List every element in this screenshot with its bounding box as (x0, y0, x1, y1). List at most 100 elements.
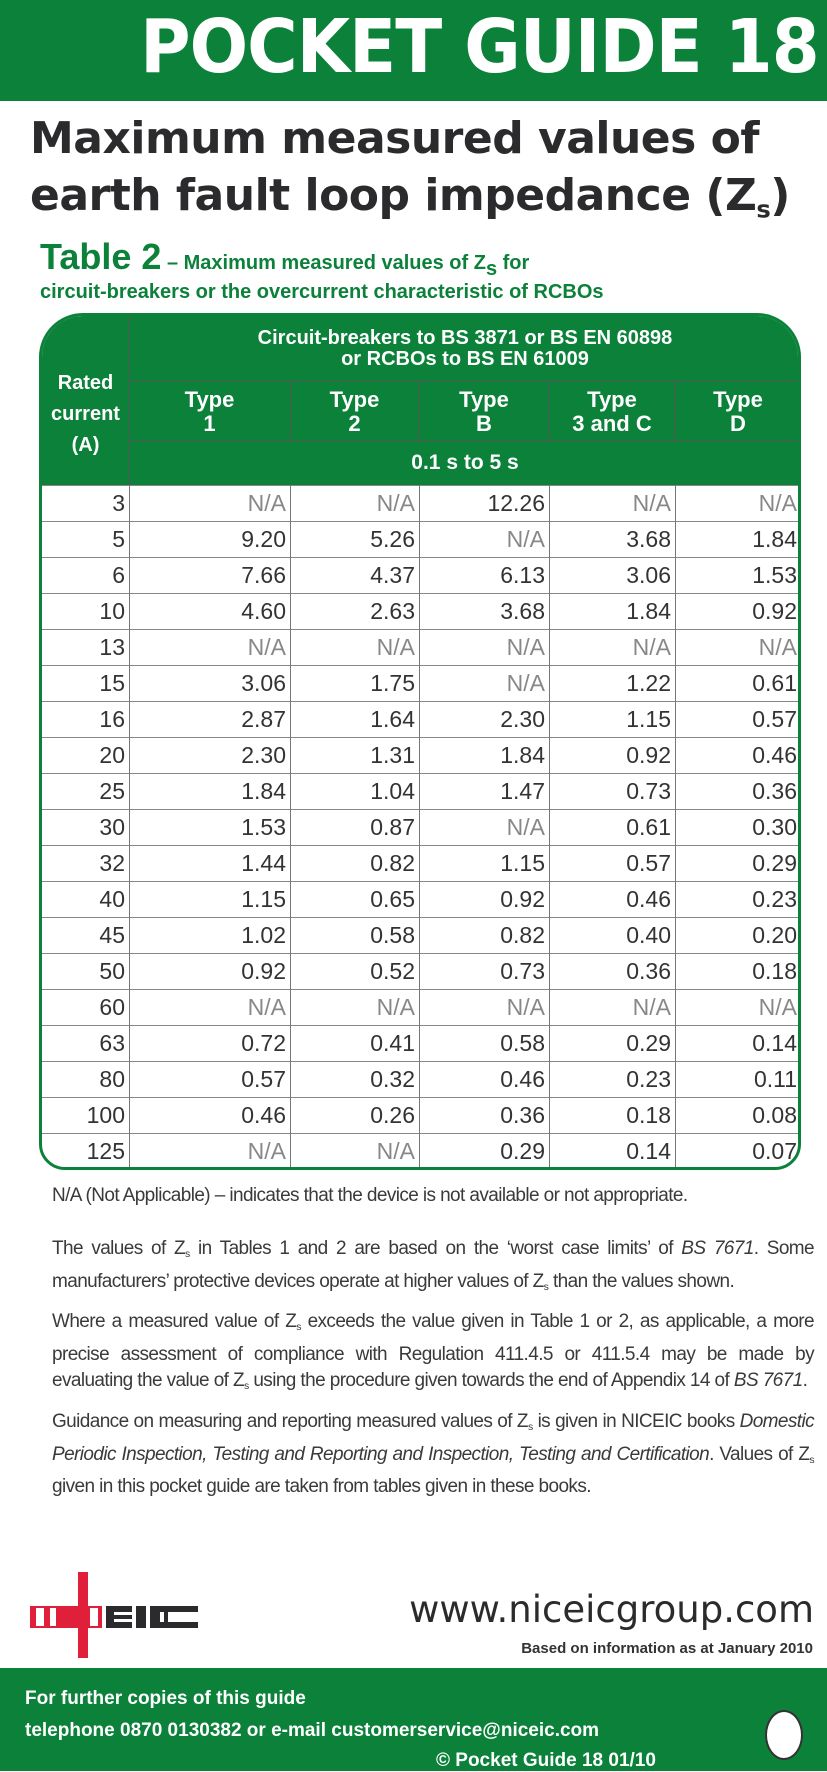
zs-value-cell: N/A (758, 490, 797, 516)
zs-value-cell: 0.87 (370, 814, 415, 840)
rated-current-cell: 50 (99, 958, 125, 984)
zs-value-cell: 2.30 (241, 742, 286, 768)
rated-current-cell: 80 (99, 1066, 125, 1092)
zs-value-cell: 7.66 (241, 562, 286, 588)
subscript: s (756, 195, 771, 224)
zs-value-cell: 2.87 (241, 706, 286, 732)
zs-value-cell: 5.26 (370, 526, 415, 552)
guide-title: POCKET GUIDE 18 (140, 4, 820, 90)
footer-band: For further copies of this guide telepho… (0, 1668, 827, 1771)
paragraph-text: The values of Z (52, 1238, 186, 1259)
note-paragraph: Where a measured value of Zs exceeds the… (52, 1309, 815, 1401)
type-header: Type D (675, 382, 798, 441)
rated-current-cell: 15 (99, 670, 125, 696)
subscript: s (527, 1422, 533, 1434)
rated-current-cell: 16 (99, 706, 125, 732)
subscript: s (296, 1322, 301, 1334)
paragraph-text: Domestic Periodic Inspection, Testing an… (52, 1411, 815, 1465)
heading-line-2: earth fault loop impedance (Zs) (30, 167, 790, 238)
copies-text: For further copies of this guide (25, 1688, 306, 1709)
niceic-logo (30, 1572, 198, 1658)
zs-value-cell: N/A (506, 634, 545, 660)
paragraph-text: than the values shown. (548, 1270, 735, 1292)
contact-text[interactable]: telephone 0870 0130382 or e-mail custome… (25, 1720, 600, 1741)
zs-value-cell: N/A (376, 1138, 415, 1164)
header-band: POCKET GUIDE 18 (0, 0, 827, 101)
header-text: D (730, 410, 746, 436)
zs-value-cell: N/A (376, 490, 415, 516)
zs-value-cell: N/A (506, 994, 545, 1020)
header-text: Type (329, 387, 380, 413)
paragraph-text: is given in NICEIC books (532, 1411, 740, 1432)
zs-value-cell: 0.82 (500, 922, 545, 948)
zs-value-cell: 0.61 (752, 670, 797, 696)
zs-value-cell: 0.36 (626, 958, 671, 984)
rated-current-cell: 3 (112, 490, 125, 516)
zs-value-cell: 0.20 (752, 922, 797, 948)
device-group-header: Circuit-breakers to BS 3871 or BS EN 608… (129, 316, 798, 381)
zs-value-cell: N/A (758, 994, 797, 1020)
rated-current-cell: 45 (99, 922, 125, 948)
caption-text: for (497, 252, 530, 274)
zs-value-cell: 0.26 (370, 1102, 415, 1128)
table-row: 15 3.06 1.75 N/A 1.22 0.61 (42, 665, 798, 701)
zs-value-cell: 0.58 (500, 1030, 545, 1056)
zs-value-cell: 0.72 (241, 1030, 286, 1056)
zs-value-cell: N/A (632, 634, 671, 660)
table-row: 50 0.92 0.52 0.73 0.36 0.18 (42, 953, 798, 989)
table-row: 32 1.44 0.82 1.15 0.57 0.29 (42, 845, 798, 881)
table-row: 16 2.87 1.64 2.30 1.15 0.57 (42, 701, 798, 737)
zs-value-cell: 0.07 (752, 1138, 797, 1164)
header-text: Type (459, 387, 509, 413)
zs-value-cell: 1.53 (752, 562, 797, 588)
subscript: s (485, 258, 498, 280)
row-divider (129, 441, 798, 442)
zs-value-cell: 0.32 (370, 1066, 415, 1092)
table-row: 60 N/A N/A N/A N/A N/A (42, 989, 798, 1025)
heading-text-end: ) (770, 170, 790, 221)
page-heading: Maximum measured values of earth fault l… (30, 110, 790, 238)
table-header: Rated current (A) Circuit-breakers to BS… (42, 316, 798, 485)
zs-value-cell: 0.29 (752, 850, 797, 876)
zs-table: Rated current (A) Circuit-breakers to BS… (39, 313, 801, 1170)
column-divider (419, 381, 420, 441)
rated-current-cell: 125 (86, 1138, 125, 1164)
rated-current-cell: 60 (99, 994, 125, 1020)
rated-current-cell: 32 (99, 850, 125, 876)
zs-value-cell: 0.92 (752, 598, 797, 624)
table-row: 63 0.72 0.41 0.58 0.29 0.14 (42, 1025, 798, 1061)
website-url[interactable]: www.niceicgroup.com (409, 1588, 814, 1631)
zs-value-cell: 0.40 (626, 922, 671, 948)
paragraph-text: given in this pocket guide are taken fro… (52, 1476, 592, 1498)
zs-value-cell: 1.53 (241, 814, 286, 840)
zs-value-cell: 1.84 (752, 526, 797, 552)
zs-value-cell: 0.52 (370, 958, 415, 984)
zs-value-cell: 0.58 (370, 922, 415, 948)
zs-value-cell: 1.84 (500, 742, 545, 768)
table-row: 20 2.30 1.31 1.84 0.92 0.46 (42, 737, 798, 773)
notes-paragraphs: The values of Zs in Tables 1 and 2 are b… (52, 1236, 815, 1509)
zs-value-cell: 0.46 (500, 1066, 545, 1092)
table-caption: Table 2 – Maximum measured values of Zs … (40, 236, 820, 304)
type-header: Type B (419, 382, 549, 441)
paragraph-text: . (802, 1370, 808, 1392)
paragraph-text: . Some manufacturers’ protective devices… (52, 1238, 815, 1292)
type-header: Type 3 and C (549, 382, 675, 441)
type-header: Type 2 (290, 382, 419, 441)
zs-value-cell: 0.65 (370, 886, 415, 912)
zs-value-cell: N/A (758, 634, 797, 660)
rated-current-cell: 100 (86, 1102, 125, 1128)
table-row: 25 1.84 1.04 1.47 0.73 0.36 (42, 773, 798, 809)
zs-value-cell: 0.46 (626, 886, 671, 912)
zs-value-cell: 1.44 (241, 850, 286, 876)
column-divider (549, 381, 550, 441)
zs-value-cell: 1.84 (241, 778, 286, 804)
header-text: Type (587, 387, 637, 413)
heading-text: earth fault loop impedance (Z (30, 170, 757, 221)
zs-value-cell: 1.02 (241, 922, 286, 948)
zs-value-cell: 9.20 (241, 526, 286, 552)
column-divider (129, 485, 130, 1167)
zs-value-cell: N/A (506, 814, 545, 840)
zs-value-cell: N/A (247, 1138, 286, 1164)
zs-value-cell: 0.29 (626, 1030, 671, 1056)
